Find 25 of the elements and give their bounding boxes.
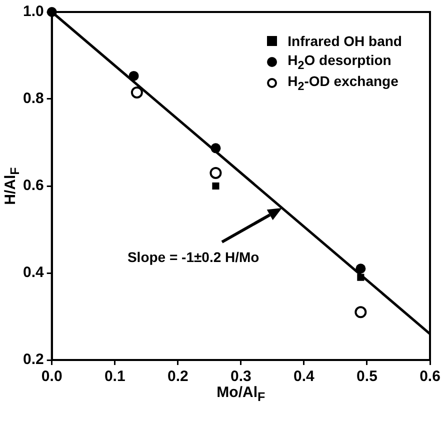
legend-label: H$_{2}$-OD exchange [288,72,398,92]
y-tick-label: 1.0 [22,3,44,20]
x-tick-label: 0.5 [356,368,378,386]
y-tick-label: 0.2 [22,351,44,368]
point [128,70,139,81]
x-axis-title: Mo/Al$_{F}$ [216,384,266,404]
legend-label: H$_{2}$O desorption [288,52,392,72]
x-tick-label: 0.2 [167,368,188,386]
x-tick-label: 0.1 [104,368,126,386]
y-tick-label: 0.6 [22,177,44,194]
y-tick-label: 0.8 [22,90,44,108]
point [130,86,143,98]
x-tick-label: 0.6 [420,368,440,386]
point [354,306,367,318]
x-tick-label: 0.4 [294,368,316,386]
annotation: Slope = -1±0.2 H/Mo [127,248,260,265]
x-tick-label: 0.0 [41,368,62,386]
point [357,274,364,281]
point [212,182,220,190]
point [210,143,221,154]
point [210,166,222,179]
point [356,264,366,274]
y-tick-label: 0.4 [22,264,44,282]
legend-label: Infrared OH band [288,32,402,48]
x-tick-label: 0.3 [230,368,252,386]
